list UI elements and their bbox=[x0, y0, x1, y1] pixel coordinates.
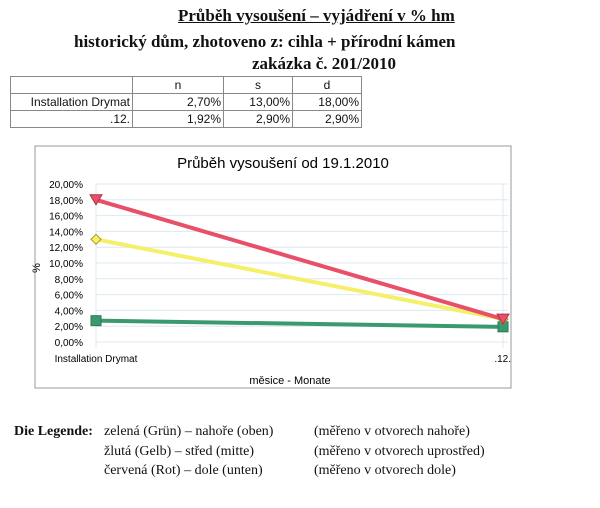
x-tick-label: Installation Drymat bbox=[55, 354, 138, 365]
table-row: .12. 1,92% 2,90% 2,90% bbox=[10, 110, 362, 128]
data-point bbox=[496, 313, 510, 326]
table-header-row: n s d bbox=[10, 76, 362, 94]
y-tick-label: 0,00% bbox=[55, 338, 83, 349]
table-cell: 2,90% bbox=[292, 110, 362, 128]
table-row: Installation Drymat 2,70% 13,00% 18,00% bbox=[10, 93, 362, 111]
y-tick-label: 4,00% bbox=[55, 306, 83, 317]
y-tick-label: 20,00% bbox=[49, 180, 83, 191]
series-line bbox=[95, 318, 504, 329]
y-tick-label: 2,00% bbox=[55, 322, 83, 333]
y-tick-label: 14,00% bbox=[49, 227, 83, 238]
document-subtitle: historický dům, zhotoveno z: cihla + pří… bbox=[74, 32, 456, 51]
y-tick-label: 18,00% bbox=[49, 196, 83, 207]
legend-label: Die Legende: bbox=[14, 424, 93, 439]
order-number: zakázka č. 201/2010 bbox=[252, 54, 397, 73]
table-cell: 2,90% bbox=[223, 110, 293, 128]
y-tick-label: 16,00% bbox=[49, 212, 83, 223]
table-cell: 1,92% bbox=[132, 110, 224, 128]
x-axis-label: měsice - Monate bbox=[249, 375, 330, 387]
legend-item-red: červená (Rot) – dole (unten) bbox=[104, 463, 263, 478]
chart-frame bbox=[34, 145, 512, 389]
values-table: n s d Installation Drymat 2,70% 13,00% 1… bbox=[10, 76, 362, 128]
y-tick-label: 6,00% bbox=[55, 291, 83, 302]
legend-item-yellow: žlutá (Gelb) – střed (mitte) bbox=[104, 444, 255, 459]
table-cell: 13,00% bbox=[223, 93, 293, 111]
table-cell: .12. bbox=[10, 110, 133, 128]
table-cell: Installation Drymat bbox=[10, 93, 133, 111]
table-cell: 2,70% bbox=[132, 93, 224, 111]
y-tick-label: 8,00% bbox=[55, 275, 83, 286]
x-tick-label: .12. bbox=[494, 354, 511, 365]
chart-title: Průběh vysoušení od 19.1.2010 bbox=[177, 155, 389, 172]
legend-note-green: (měřeno v otvorech nahoře) bbox=[314, 424, 470, 439]
document-title: Průběh vysoušení – vyjádření v % hm bbox=[178, 6, 455, 25]
data-point bbox=[90, 233, 102, 246]
legend-note-yellow: (měřeno v otvorech uprostřed) bbox=[314, 444, 485, 459]
series-line bbox=[95, 197, 504, 322]
data-point bbox=[90, 315, 102, 327]
legend-note-red: (měřeno v otvorech dole) bbox=[314, 463, 456, 478]
y-tick-label: 12,00% bbox=[49, 243, 83, 254]
data-point bbox=[89, 194, 103, 206]
legend-item-green: zelená (Grün) – nahoře (oben) bbox=[104, 424, 274, 439]
series-line bbox=[95, 237, 504, 322]
line-chart: Průběh vysoušení od 19.1.2010 měsice - M… bbox=[31, 145, 512, 389]
y-tick-label: 10,00% bbox=[49, 259, 83, 270]
y-axis-label: % bbox=[31, 263, 43, 273]
